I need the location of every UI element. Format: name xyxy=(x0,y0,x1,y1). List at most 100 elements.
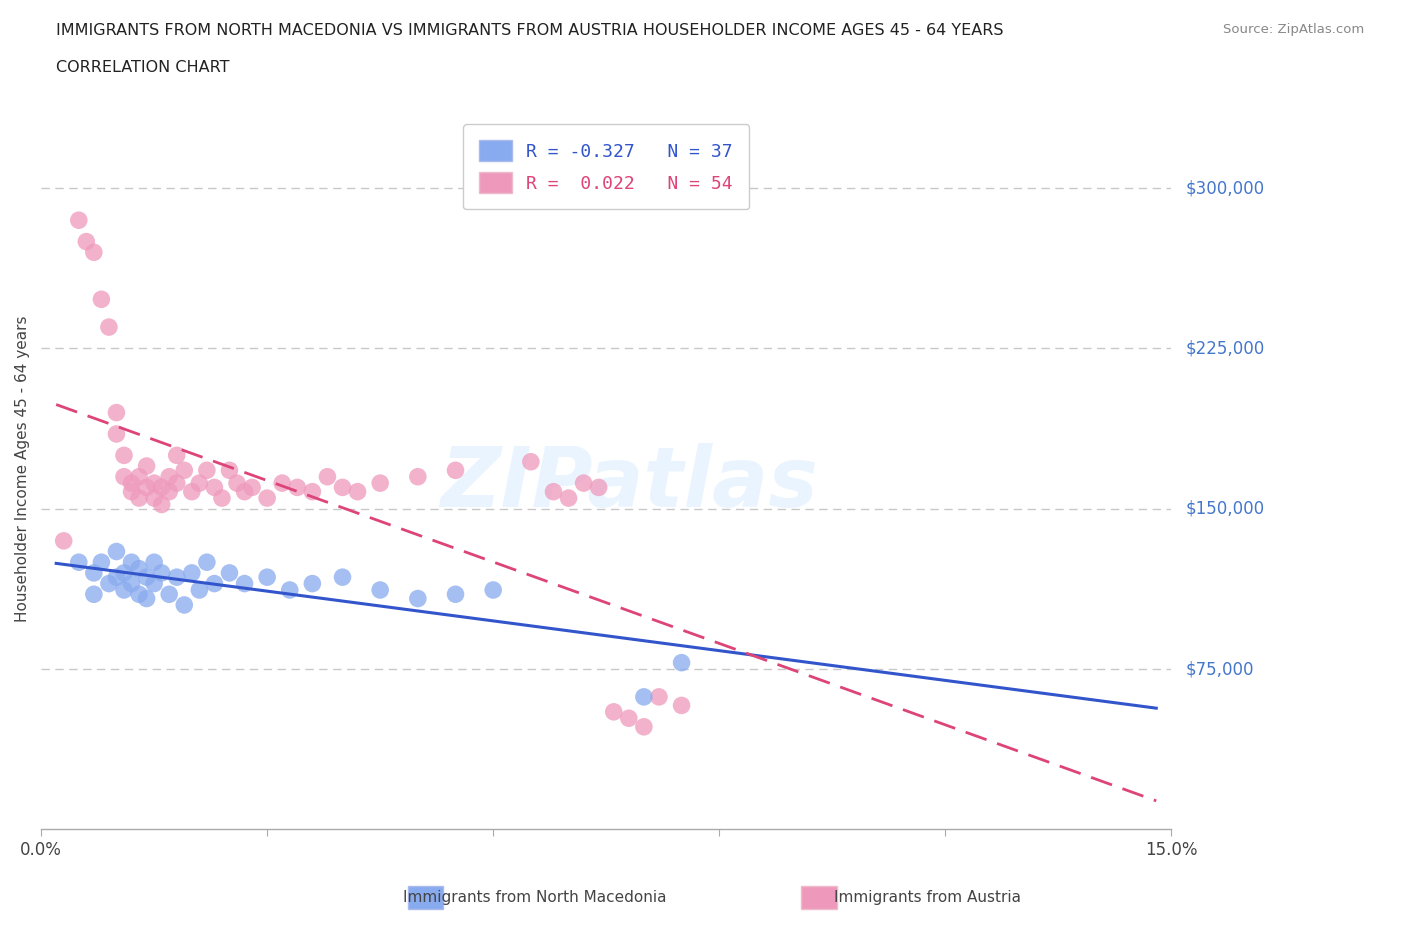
Point xyxy=(90,555,112,570)
Text: Immigrants from North Macedonia: Immigrants from North Macedonia xyxy=(402,890,666,905)
Point xyxy=(271,475,294,490)
Point xyxy=(150,480,173,495)
Point xyxy=(157,587,180,602)
Point xyxy=(195,463,218,478)
Point xyxy=(135,570,157,585)
Point xyxy=(316,470,339,485)
Point xyxy=(572,475,595,490)
Text: $150,000: $150,000 xyxy=(1185,499,1264,518)
Point xyxy=(143,475,166,490)
Point xyxy=(603,704,626,719)
Point xyxy=(671,656,693,671)
Point xyxy=(121,485,143,499)
Point xyxy=(368,475,391,490)
Point xyxy=(157,470,180,485)
Point xyxy=(112,448,135,463)
Point xyxy=(233,577,256,591)
Point xyxy=(112,470,135,485)
Point xyxy=(143,555,166,570)
Point xyxy=(105,570,128,585)
Point xyxy=(135,591,157,606)
Point xyxy=(218,565,240,580)
Point xyxy=(180,485,202,499)
Point xyxy=(240,480,263,495)
Point xyxy=(135,458,157,473)
Point xyxy=(543,485,565,499)
Point xyxy=(195,555,218,570)
Point xyxy=(143,491,166,506)
Point xyxy=(256,491,278,506)
Point xyxy=(112,582,135,597)
Point xyxy=(633,689,655,704)
Point xyxy=(67,555,90,570)
Point xyxy=(112,565,135,580)
Point xyxy=(332,570,354,585)
Point xyxy=(617,711,640,725)
Point xyxy=(52,534,75,549)
Text: $75,000: $75,000 xyxy=(1185,660,1254,678)
Text: CORRELATION CHART: CORRELATION CHART xyxy=(56,60,229,75)
Point xyxy=(166,448,188,463)
Point xyxy=(121,475,143,490)
Point xyxy=(588,480,610,495)
Text: Immigrants from Austria: Immigrants from Austria xyxy=(834,890,1022,905)
Point xyxy=(444,463,467,478)
Text: $225,000: $225,000 xyxy=(1185,339,1264,357)
Point xyxy=(368,582,391,597)
Point xyxy=(648,689,671,704)
Point xyxy=(406,470,429,485)
Point xyxy=(128,587,150,602)
Point xyxy=(406,591,429,606)
Legend: R = -0.327   N = 37, R =  0.022   N = 54: R = -0.327 N = 37, R = 0.022 N = 54 xyxy=(463,125,749,209)
Point xyxy=(256,570,278,585)
Point xyxy=(188,475,211,490)
Point xyxy=(166,475,188,490)
Point xyxy=(482,582,505,597)
Point xyxy=(97,577,120,591)
Point xyxy=(143,577,166,591)
Point xyxy=(105,427,128,442)
Point xyxy=(211,491,233,506)
Point xyxy=(671,698,693,713)
Point xyxy=(278,582,301,597)
Point xyxy=(173,463,195,478)
Point xyxy=(520,455,543,470)
Point xyxy=(128,561,150,576)
Point xyxy=(285,480,308,495)
Point xyxy=(90,292,112,307)
Y-axis label: Householder Income Ages 45 - 64 years: Householder Income Ages 45 - 64 years xyxy=(15,315,30,622)
Point xyxy=(128,491,150,506)
Point xyxy=(75,234,97,249)
Point xyxy=(128,470,150,485)
Point xyxy=(557,491,579,506)
Point xyxy=(173,597,195,612)
Text: Source: ZipAtlas.com: Source: ZipAtlas.com xyxy=(1223,23,1364,36)
Point xyxy=(83,245,105,259)
Point xyxy=(135,480,157,495)
Point xyxy=(301,485,323,499)
Point xyxy=(301,577,323,591)
Point xyxy=(83,587,105,602)
Point xyxy=(633,720,655,735)
Point xyxy=(226,475,249,490)
Point xyxy=(180,565,202,580)
Point xyxy=(67,213,90,228)
Point xyxy=(233,485,256,499)
Point xyxy=(121,577,143,591)
Text: IMMIGRANTS FROM NORTH MACEDONIA VS IMMIGRANTS FROM AUSTRIA HOUSEHOLDER INCOME AG: IMMIGRANTS FROM NORTH MACEDONIA VS IMMIG… xyxy=(56,23,1004,38)
Point xyxy=(202,577,225,591)
Point xyxy=(121,555,143,570)
Point xyxy=(83,565,105,580)
Point xyxy=(105,405,128,420)
Point xyxy=(218,463,240,478)
Point xyxy=(332,480,354,495)
Point xyxy=(444,587,467,602)
Point xyxy=(157,485,180,499)
Text: ZIPatlas: ZIPatlas xyxy=(440,443,818,524)
Point xyxy=(188,582,211,597)
Point xyxy=(346,485,368,499)
Point xyxy=(166,570,188,585)
Point xyxy=(150,565,173,580)
Point xyxy=(202,480,225,495)
Point xyxy=(97,320,120,335)
